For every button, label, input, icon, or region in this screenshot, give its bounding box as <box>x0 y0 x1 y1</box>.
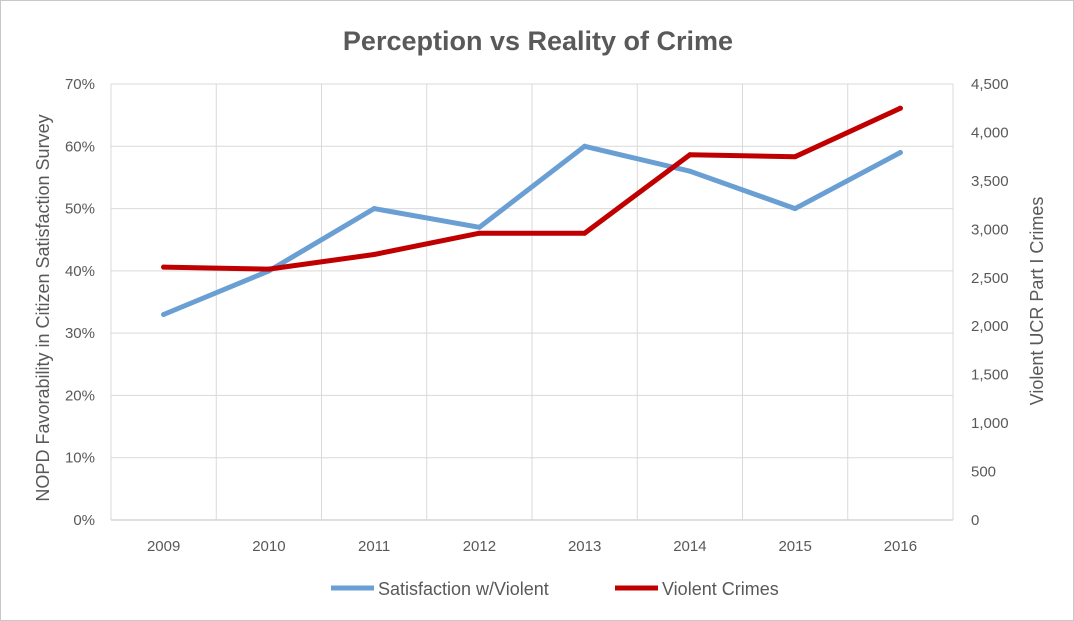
data-point <box>582 143 588 149</box>
left-tick-label: 10% <box>65 450 95 467</box>
right-axis-title: Violent UCR Part I Crimes <box>1027 197 1047 406</box>
data-point <box>897 150 903 156</box>
left-tick-label: 20% <box>65 387 95 404</box>
data-point <box>897 105 903 111</box>
left-tick-label: 50% <box>65 201 95 218</box>
series-line-violent-crimes <box>161 105 903 272</box>
data-point <box>476 230 482 236</box>
x-tick-label: 2011 <box>358 538 390 555</box>
series-lines <box>161 105 903 317</box>
legend-label-violent-crimes: Violent Crimes <box>662 579 779 599</box>
data-point <box>792 154 798 160</box>
right-tick-label: 0 <box>971 512 979 529</box>
data-point <box>792 206 798 212</box>
left-tick-label: 30% <box>65 325 95 342</box>
left-axis-title: NOPD Favorability in Citizen Satisfactio… <box>33 114 53 501</box>
data-point <box>476 224 482 230</box>
right-tick-label: 4,500 <box>971 76 1009 93</box>
data-point <box>687 152 693 158</box>
legend-item-satisfaction: Satisfaction w/Violent <box>331 579 549 599</box>
right-tick-label: 500 <box>971 464 996 481</box>
x-tick-label: 2009 <box>147 538 180 555</box>
data-point <box>161 264 167 270</box>
series-line-satisfaction <box>161 143 903 317</box>
x-tick-label: 2016 <box>884 538 917 555</box>
right-tick-label: 2,500 <box>971 270 1009 287</box>
left-axis-ticks: 0% 10% 20% 30% 40% 50% 60% 70% <box>65 76 95 529</box>
data-point <box>266 266 272 272</box>
x-tick-label: 2013 <box>568 538 601 555</box>
right-tick-label: 1,000 <box>971 415 1009 432</box>
right-tick-label: 3,500 <box>971 173 1009 190</box>
right-tick-label: 1,500 <box>971 367 1009 384</box>
data-point <box>161 311 167 317</box>
x-tick-label: 2010 <box>252 538 285 555</box>
legend: Satisfaction w/Violent Violent Crimes <box>331 579 779 599</box>
right-tick-label: 3,000 <box>971 221 1009 238</box>
data-point <box>687 168 693 174</box>
left-tick-label: 0% <box>73 512 95 529</box>
gridlines <box>110 83 954 521</box>
x-tick-label: 2015 <box>778 538 811 555</box>
x-tick-label: 2014 <box>673 538 706 555</box>
data-point <box>371 252 377 258</box>
right-tick-label: 2,000 <box>971 318 1009 335</box>
right-axis-ticks: 0 500 1,000 1,500 2,000 2,500 3,000 3,500 4,000 4… <box>971 76 1009 529</box>
legend-label-satisfaction: Satisfaction w/Violent <box>378 579 549 599</box>
data-point <box>582 230 588 236</box>
left-tick-label: 40% <box>65 263 95 280</box>
legend-item-violent-crimes: Violent Crimes <box>615 579 779 599</box>
x-axis-ticks: 2009 2010 2011 2012 2013 2014 2015 2016 <box>147 538 917 555</box>
right-tick-label: 4,000 <box>971 124 1009 141</box>
chart-title: Perception vs Reality of Crime <box>343 26 733 56</box>
left-tick-label: 70% <box>65 76 95 93</box>
data-point <box>371 206 377 212</box>
x-tick-label: 2012 <box>463 538 496 555</box>
left-tick-label: 60% <box>65 138 95 155</box>
